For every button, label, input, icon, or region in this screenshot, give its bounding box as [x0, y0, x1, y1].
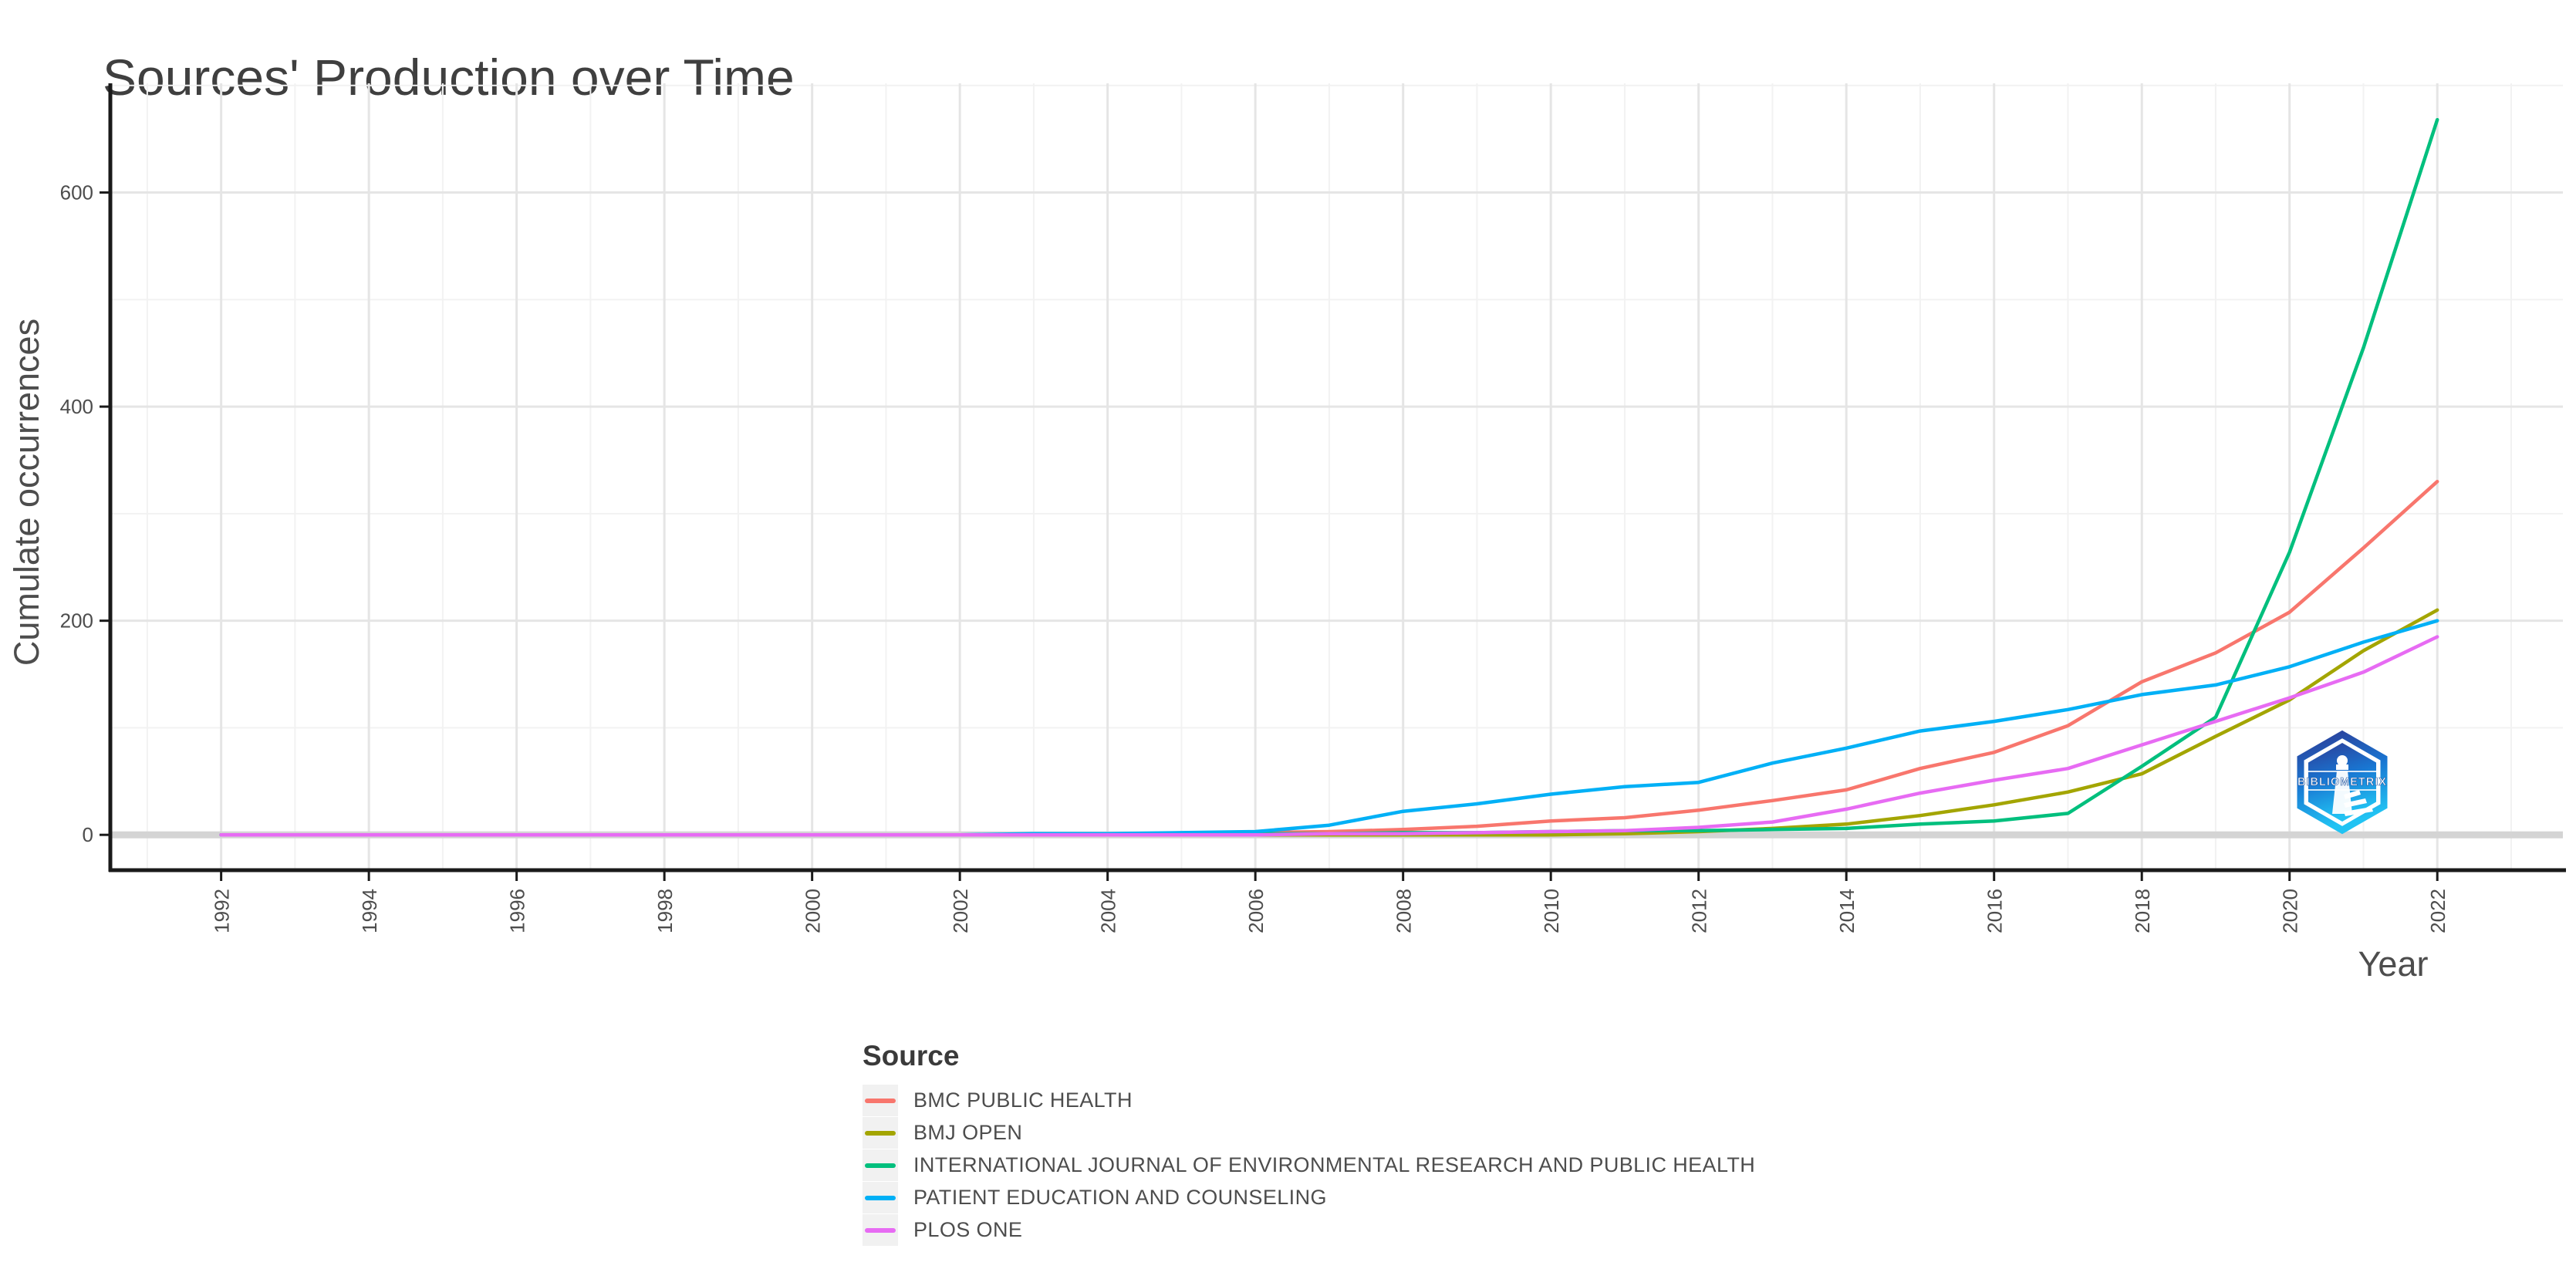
legend-key: [863, 1149, 898, 1181]
legend: Source BMC PUBLIC HEALTH BMJ OPEN INTERNAT…: [863, 1040, 1755, 1247]
x-tick-label: 2008: [1393, 889, 1416, 933]
legend-label: INTERNATIONAL JOURNAL OF ENVIRONMENTAL R…: [913, 1153, 1756, 1176]
legend-label: BMC PUBLIC HEALTH: [913, 1088, 1133, 1112]
logo-stairs-stripe: [2344, 798, 2367, 808]
legend-swatch-line-icon: [865, 1227, 896, 1233]
legend-key: [863, 1085, 898, 1116]
legend-key: [863, 1117, 898, 1149]
logo-lighthouse-dome: [2337, 755, 2348, 766]
x-tick-label: 2010: [1540, 889, 1563, 933]
chart-title: Sources' Production over Time: [103, 49, 795, 106]
x-tick-label: 1994: [358, 889, 381, 933]
y-tick-label: 0: [83, 823, 93, 846]
legend-key: [863, 1182, 898, 1213]
logo-wordmark: BIBLIOMETRIX: [2297, 776, 2387, 788]
legend-swatch-line-icon: [865, 1163, 896, 1168]
x-tick-label: 2020: [2279, 889, 2302, 933]
legend-swatch-line-icon: [865, 1130, 896, 1136]
x-tick-label: 2002: [949, 889, 972, 933]
legend-items: BMC PUBLIC HEALTH BMJ OPEN INTERNATIONAL J…: [863, 1085, 1755, 1246]
legend-item-plos-one: PLOS ONE: [863, 1214, 1755, 1246]
legend-label: BMJ OPEN: [913, 1121, 1023, 1144]
x-tick-label: 2012: [1688, 889, 1711, 933]
legend-label: PATIENT EDUCATION AND COUNSELING: [913, 1186, 1327, 1209]
y-tick-label: 600: [60, 181, 93, 204]
logo-stairs-stripe: [2344, 790, 2361, 799]
series-line-plos-one: [219, 635, 2439, 837]
x-tick-label: 1996: [506, 889, 529, 933]
legend-swatch-line-icon: [865, 1098, 896, 1103]
legend-item-patient-education-and-counseling: PATIENT EDUCATION AND COUNSELING: [863, 1182, 1755, 1213]
x-tick-label: 2016: [1983, 889, 2007, 933]
logo-lighthouse-lamp: [2336, 764, 2348, 770]
y-axis-title: Cumulate occurrences: [7, 318, 46, 667]
y-tick-label: 200: [60, 609, 93, 633]
x-tick-label: 2018: [2131, 889, 2154, 933]
x-tick-label: 1998: [653, 889, 677, 933]
logo-stairs-stripe: [2344, 807, 2373, 816]
legend-item-bmj-open: BMJ OPEN: [863, 1117, 1755, 1149]
legend-item-bmc-public-health: BMC PUBLIC HEALTH: [863, 1085, 1755, 1116]
legend-key: [863, 1214, 898, 1246]
y-tick-label: 400: [60, 395, 93, 418]
legend-label: PLOS ONE: [913, 1218, 1023, 1241]
x-tick-label: 2004: [1097, 889, 1120, 933]
legend-swatch-line-icon: [865, 1195, 896, 1200]
legend-title: Source: [863, 1040, 960, 1072]
x-tick-label: 1992: [211, 889, 234, 933]
x-tick-label: 2000: [802, 889, 825, 933]
legend-item-international-journal-of-environmental-research-and-public-health: INTERNATIONAL JOURNAL OF ENVIRONMENTAL R…: [863, 1149, 1755, 1181]
plot-area: 0 200 400 600 1992 1994 1996 1998 2000 2002 2004 20…: [60, 83, 2566, 933]
x-tick-label: 2022: [2426, 889, 2449, 933]
x-axis-title: Year: [2358, 944, 2429, 984]
x-tick-label: 2014: [1835, 889, 1859, 933]
x-tick-label: 2006: [1244, 889, 1268, 933]
